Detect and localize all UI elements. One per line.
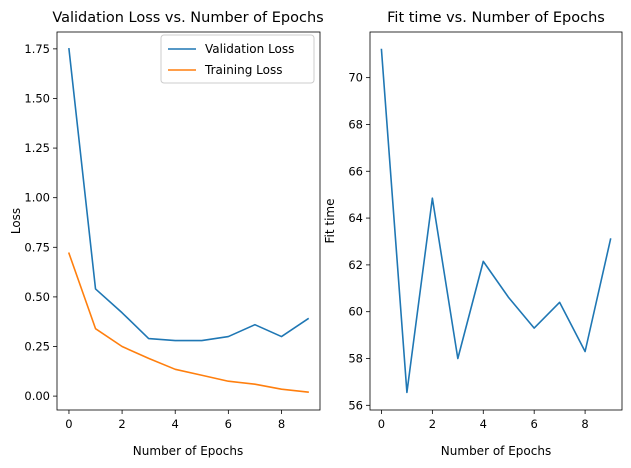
y-tick-label: 1.75 (24, 42, 50, 56)
y-tick-label: 1.00 (24, 191, 50, 205)
plot-frame (369, 31, 623, 411)
chart-loss: Validation Loss vs. Number of Epochs 0 2 4… (9, 10, 324, 458)
x-tick-label: 2 (118, 417, 125, 431)
chart-title: Validation Loss vs. Number of Epochs (52, 10, 323, 26)
y-tick-label: 0.50 (24, 290, 50, 304)
x-axis-label: Number of Epochs (133, 444, 243, 458)
y-axis-label: Loss (9, 208, 23, 234)
y-tick-label: 58 (348, 352, 363, 366)
chart-fit-time: Fit time vs. Number of Epochs 0 2 4 6 856586… (323, 10, 623, 458)
y-tick-label: 0.25 (24, 340, 50, 354)
plot-area: 0 2 4 6 8 0.00 0.25 0.50 0.75 1.00 1.25 1.50 1.75 (24, 31, 321, 431)
legend-label-validation: Validation Loss (205, 42, 294, 56)
y-tick-label: 60 (348, 305, 363, 319)
legend-label-training: Training Loss (204, 63, 282, 77)
y-tick-label: 1.25 (24, 141, 50, 155)
y-tick-label: 64 (348, 211, 363, 225)
y-axis-label: Fit time (323, 199, 337, 244)
x-axis-label: Number of Epochs (441, 444, 551, 458)
legend: Validation Loss Training Loss (160, 34, 315, 84)
series-line-1 (380, 48, 612, 394)
plot-frame (56, 31, 321, 411)
series-line-1 (68, 47, 310, 342)
x-tick-label: 6 (225, 417, 232, 431)
x-tick-label: 8 (278, 417, 285, 431)
x-tick-label: 6 (531, 417, 538, 431)
series-lines (67, 47, 310, 394)
y-tick-label: 0.00 (24, 389, 50, 403)
series-line-2 (67, 252, 309, 394)
y-tick-label: 1.50 (24, 91, 50, 105)
y-tick-label: 66 (348, 164, 363, 178)
x-tick-label: 4 (480, 417, 487, 431)
x-tick-label: 8 (581, 417, 588, 431)
y-tick-label: 70 (348, 71, 363, 85)
legend-box (160, 34, 315, 84)
y-tick-label: 68 (348, 117, 363, 131)
chart-title: Fit time vs. Number of Epochs (387, 10, 605, 26)
y-tick-label: 56 (348, 398, 363, 412)
y-tick-label: 62 (348, 258, 363, 272)
x-tick-label: 0 (65, 417, 72, 431)
y-tick-label: 0.75 (24, 240, 50, 254)
series-lines (380, 48, 612, 394)
x-tick-label: 0 (378, 417, 385, 431)
x-tick-label: 2 (429, 417, 436, 431)
axis-ticks: 0 2 4 6 8 0.00 0.25 0.50 0.75 1.00 1.25 1.50 1.75 (24, 42, 285, 431)
x-tick-label: 4 (172, 417, 179, 431)
